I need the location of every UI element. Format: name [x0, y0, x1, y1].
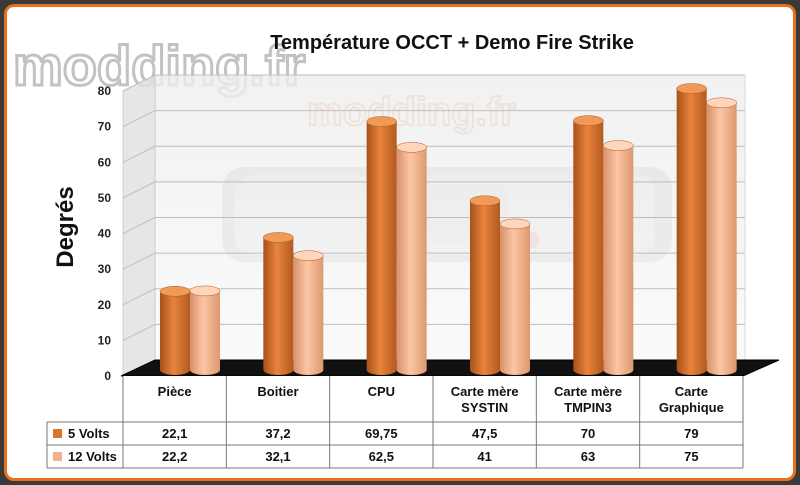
data-table-value: 32,1: [265, 449, 290, 464]
bar-12-volts: [603, 145, 634, 375]
bar-5-volts: [676, 88, 707, 375]
x-category-label: Carte: [675, 384, 708, 399]
bar-cap: [263, 232, 294, 243]
x-category-label: SYSTIN: [461, 400, 508, 415]
y-tick-label: 10: [98, 333, 112, 347]
bar-12-volts: [706, 102, 737, 375]
data-table-value: 63: [581, 449, 595, 464]
x-category-label: Pièce: [158, 384, 192, 399]
gridline: [122, 323, 745, 341]
y-tick-label: 50: [98, 191, 112, 205]
bar-5-volts: [263, 237, 294, 375]
data-table-value: 37,2: [265, 426, 290, 441]
bar-cap: [293, 250, 324, 261]
data-table-value: 79: [684, 426, 698, 441]
data-table-value: 70: [581, 426, 595, 441]
gridline: [122, 252, 745, 270]
data-table-value: 41: [477, 449, 491, 464]
bar-12-volts: [293, 255, 324, 375]
bar-5-volts: [366, 121, 397, 375]
data-table-value: 47,5: [472, 426, 497, 441]
gridline: [122, 110, 745, 128]
y-tick-label: 60: [98, 155, 112, 169]
bar-cap: [706, 97, 737, 109]
bar-cap: [499, 218, 531, 230]
data-table-value: 22,1: [162, 426, 187, 441]
y-axis-title: Degrés: [52, 186, 79, 267]
bar-cap: [469, 195, 501, 207]
x-category-label: Carte mère: [554, 384, 622, 399]
gridline: [122, 145, 745, 163]
legend-swatch: [53, 429, 62, 438]
legend-label: 12 Volts: [68, 449, 117, 464]
chart-title: Température OCCT + Demo Fire Strike: [270, 32, 634, 54]
gridline: [122, 217, 745, 234]
bar-5-volts: [470, 200, 500, 375]
chart-svg: modding.fr modding.fr Température OCCT +…: [12, 32, 780, 469]
x-category-label: TMPIN3: [564, 400, 612, 415]
data-table-value: 62,5: [369, 449, 394, 464]
bar-5-volts: [573, 120, 604, 375]
y-tick-label: 30: [98, 262, 112, 276]
legend-label: 5 Volts: [68, 426, 110, 441]
chart-frame: modding.fr modding.fr Température OCCT +…: [4, 4, 796, 481]
x-category-label: Boitier: [257, 384, 298, 399]
bar-cap: [573, 115, 604, 126]
x-category-label: Carte mère: [451, 384, 519, 399]
y-tick-label: 20: [98, 298, 112, 312]
bar-cap: [189, 285, 221, 297]
x-category-label: CPU: [368, 384, 395, 399]
x-category-label: Graphique: [659, 400, 724, 415]
y-tick-label: 70: [98, 120, 112, 134]
y-tick-label: 40: [98, 227, 112, 241]
bar-cap: [159, 286, 191, 297]
bar-12-volts: [190, 290, 220, 375]
bar-5-volts: [160, 291, 190, 375]
bar-cap: [603, 140, 634, 151]
plot-area: 0 10 20 30 40 50 60 70 80: [98, 74, 780, 383]
bar-12-volts: [500, 223, 530, 375]
bar-cap: [396, 142, 427, 153]
y-tick-label: 0: [104, 369, 111, 383]
bar-12-volts: [396, 147, 427, 375]
gridline: [122, 288, 745, 306]
data-table-value: 69,75: [365, 426, 398, 441]
legend-swatch: [53, 452, 62, 461]
bar-cap: [366, 116, 397, 127]
gridline: [122, 181, 745, 199]
gridline: [122, 74, 745, 92]
data-table-value: 22,2: [162, 449, 187, 464]
data-table-value: 75: [684, 449, 698, 464]
y-tick-label: 80: [98, 84, 112, 98]
bar-cap: [676, 83, 707, 94]
